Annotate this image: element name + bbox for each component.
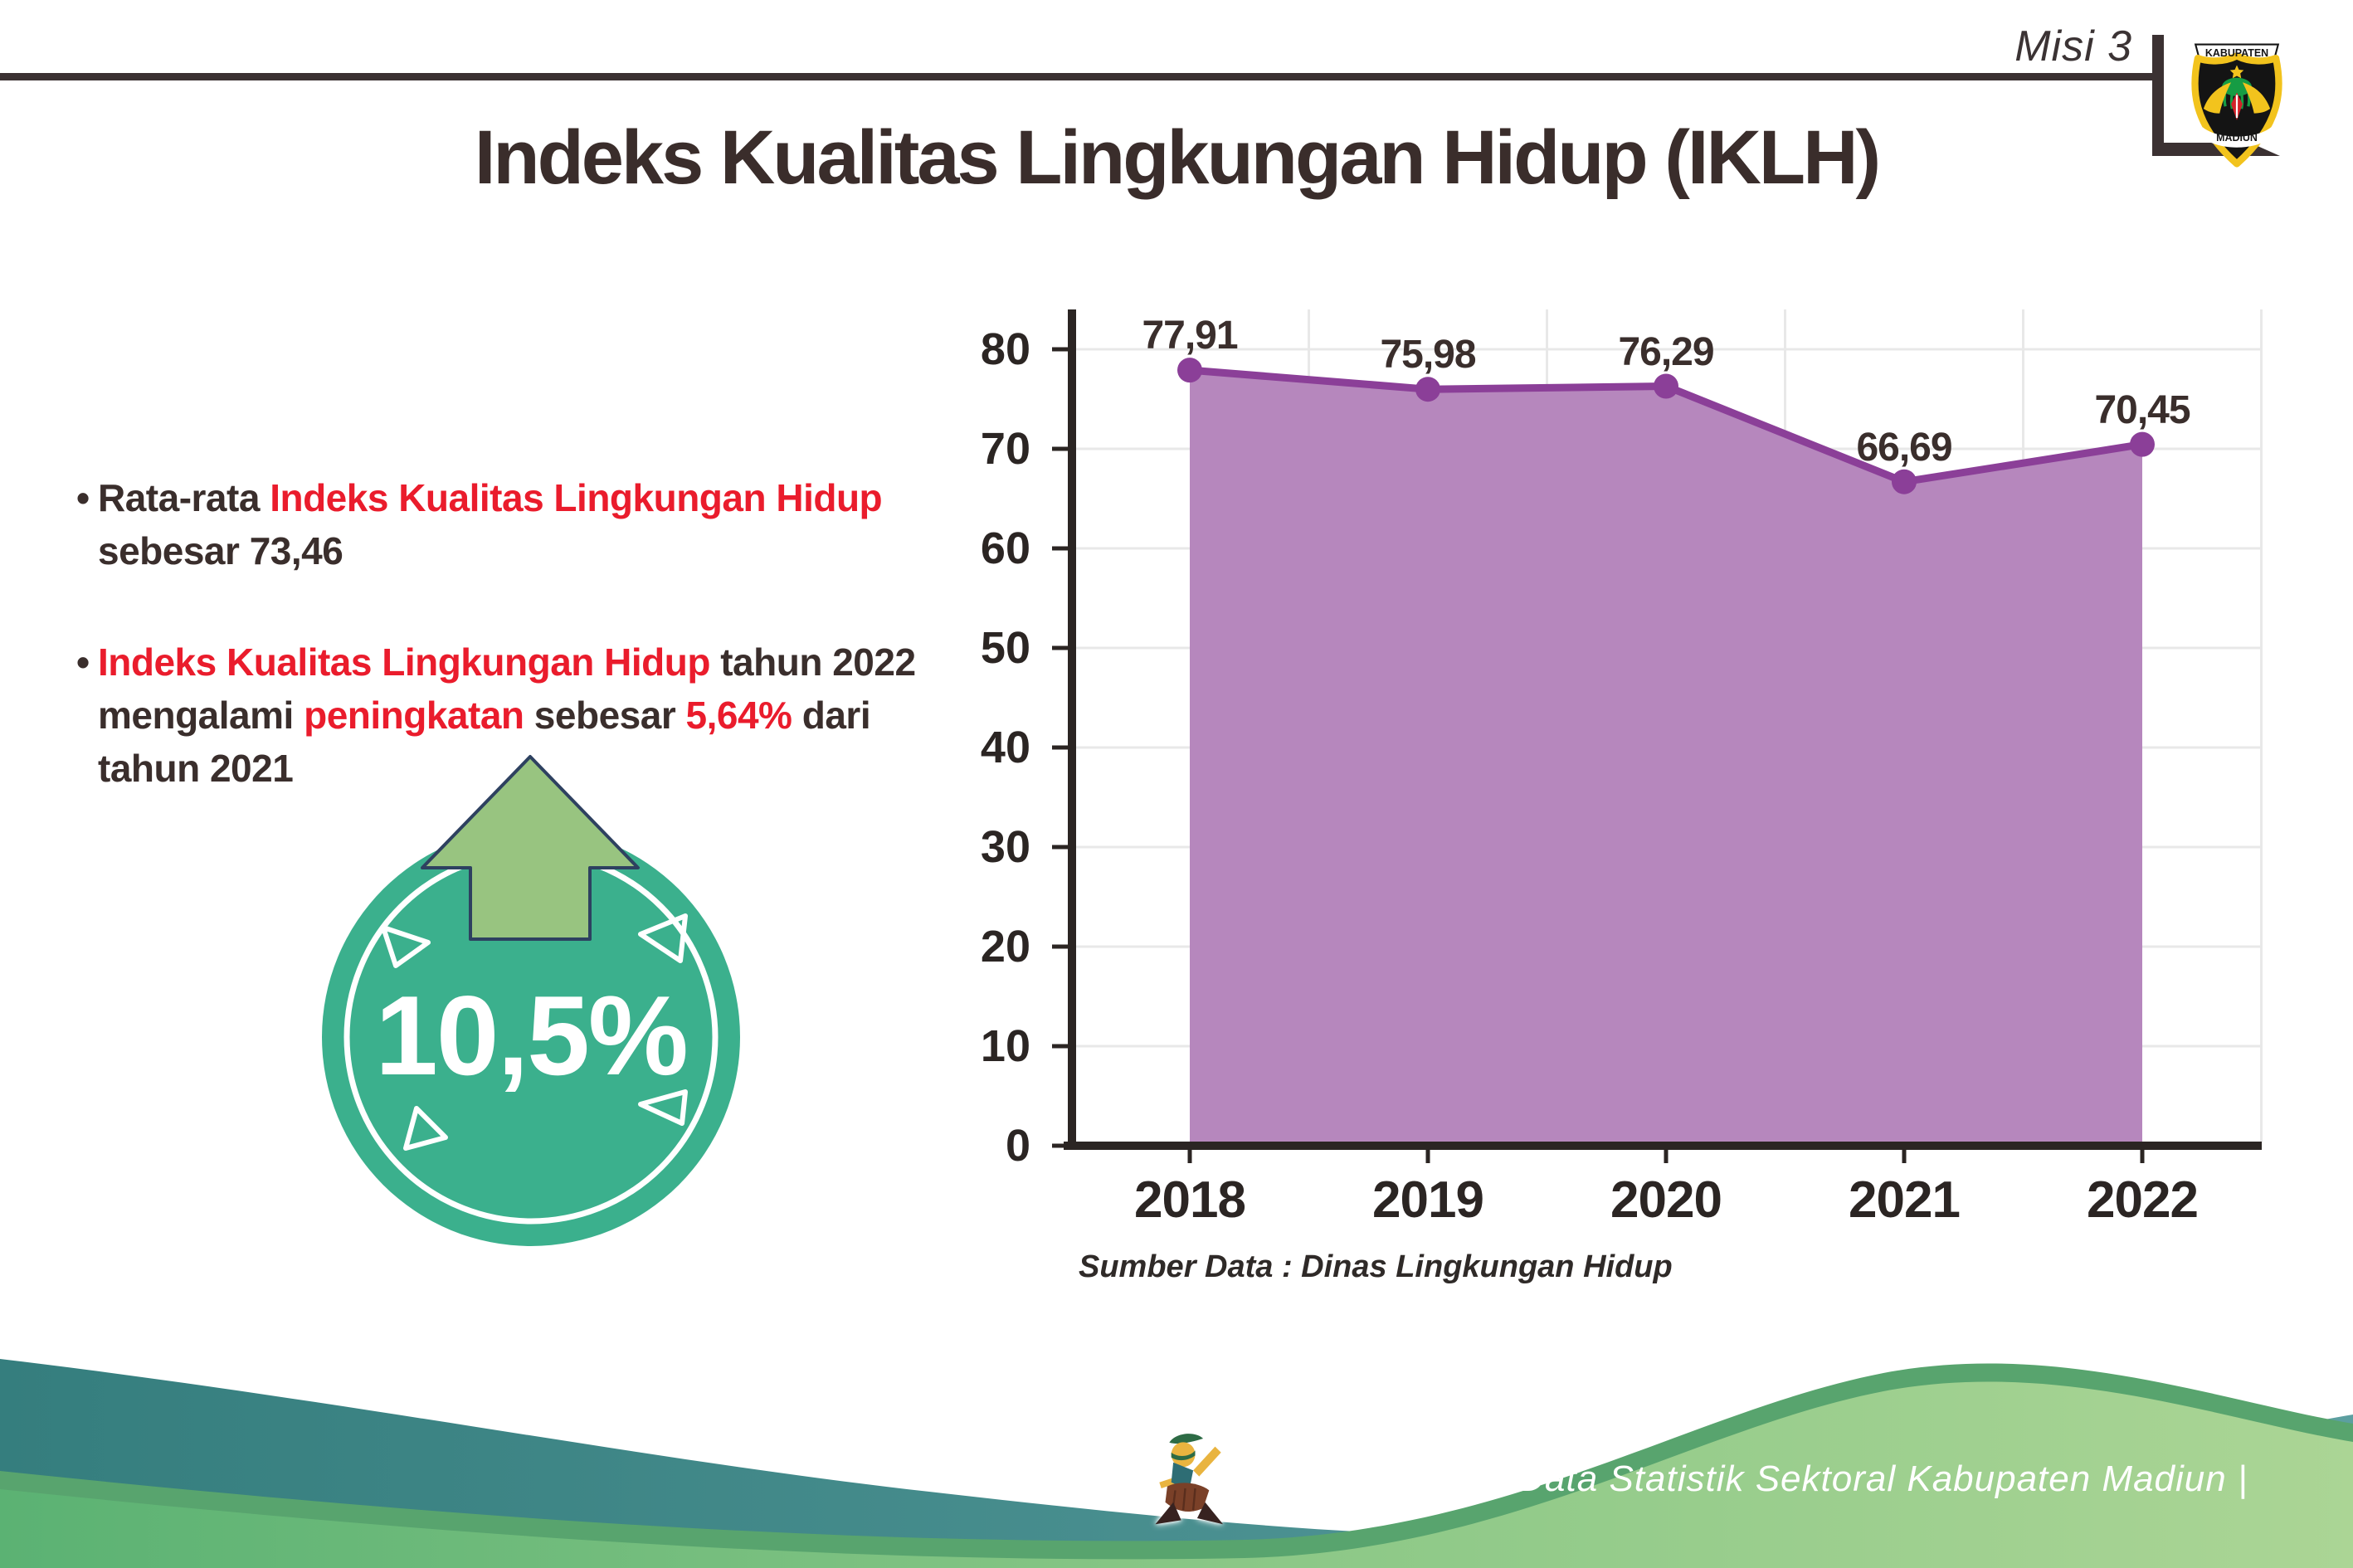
badge-value: 10,5% xyxy=(375,972,687,1098)
text-segment: mengalami xyxy=(98,694,304,737)
chart-x-tick xyxy=(2140,1150,2145,1163)
bullet-increase-2022: • Indeks Kualitas Lingkungan Hidup tahun… xyxy=(76,635,956,795)
chart-y-tick-label: 70 xyxy=(981,424,1030,474)
chart-y-tick-label: 50 xyxy=(981,623,1030,673)
chart-y-tick xyxy=(1052,845,1068,850)
logo-wing-left xyxy=(2203,82,2232,114)
footer-waves xyxy=(0,1359,2353,1568)
chart-y-tick-label: 10 xyxy=(981,1021,1030,1071)
increase-badge: 10,5% xyxy=(322,755,740,1246)
text-segment: tahun 2022 xyxy=(709,640,916,684)
text-segment-highlight: peningkatan xyxy=(304,694,524,737)
chart-y-tick xyxy=(1052,1044,1068,1049)
chart-x-tick xyxy=(1664,1150,1669,1163)
text-segment: dari xyxy=(792,694,871,737)
logo-star-icon xyxy=(2229,65,2244,79)
badge-spark-se xyxy=(638,1089,688,1126)
badge-spark-ne xyxy=(638,913,688,963)
text-segment: sebesar xyxy=(524,694,686,737)
mascot-leg-right xyxy=(1196,1502,1224,1525)
logo-corner-bracket xyxy=(2152,35,2280,156)
bracket-shape xyxy=(2152,35,2280,156)
header-rule xyxy=(0,73,2156,80)
chart-y-tick xyxy=(1052,1143,1068,1148)
logo-bottom-band xyxy=(2202,127,2272,148)
text-segment-highlight: Indeks Kualitas Lingkungan Hidup xyxy=(98,640,710,684)
bullet-marker: • xyxy=(76,640,90,684)
chart-y-tick-label: 60 xyxy=(981,523,1030,573)
bullet-line: Rata-rata Indeks Kualitas Lingkungan Hid… xyxy=(98,471,956,524)
text-segment-highlight: Indeks Kualitas Lingkungan Hidup xyxy=(270,476,883,519)
chart-value-label: 75,98 xyxy=(1380,333,1475,377)
bullet-line: tahun 2021 xyxy=(98,747,294,790)
bullet-marker: • xyxy=(76,476,90,519)
text-segment-highlight: 5,64% xyxy=(685,694,792,737)
chart-year-label: 2022 xyxy=(2087,1171,2198,1229)
chart-value-label: 76,29 xyxy=(1618,330,1713,374)
kabupaten-madiun-logo-icon: KABUPATEN MADIUN xyxy=(2191,43,2282,168)
footer-teal-wave xyxy=(0,1359,2353,1568)
chart-point xyxy=(1415,377,1440,402)
chart-value-label: 70,45 xyxy=(2094,388,2190,432)
badge-spark-nw xyxy=(381,925,431,968)
chart-point xyxy=(1654,373,1678,399)
source-note: Sumber Data : Dinas Lingkungan Hidup xyxy=(1079,1249,1673,1284)
mascot-arm-right xyxy=(1193,1446,1221,1477)
chart-area xyxy=(1190,370,2142,1145)
chart-x-tick xyxy=(1425,1150,1430,1163)
logo-wing-right xyxy=(2242,82,2271,114)
chart-year-label: 2018 xyxy=(1134,1171,1245,1229)
mascot-head xyxy=(1171,1442,1196,1468)
chart-y-tick xyxy=(1052,446,1068,451)
chart-y-tick-label: 0 xyxy=(1006,1121,1030,1171)
chart-point xyxy=(2130,431,2155,457)
text-segment: Rata-rata xyxy=(98,476,270,519)
logo-top-text: KABUPATEN xyxy=(2205,47,2268,59)
chart-y-tick xyxy=(1052,546,1068,551)
chart-y-tick xyxy=(1052,745,1068,750)
bullet-average-iklh: • Rata-rata Indeks Kualitas Lingkungan H… xyxy=(76,471,956,577)
summary-bullets: • Rata-rata Indeks Kualitas Lingkungan H… xyxy=(76,471,956,795)
logo-bottom-text: MADIUN xyxy=(2216,132,2258,144)
iklh-area-chart: 77,91 75,98 76,29 66,69 70,45 0 10 20 30 40 50 60 70… xyxy=(981,309,2263,1229)
chart-point xyxy=(1892,469,1917,494)
chart-y-tick-label: 80 xyxy=(981,324,1030,374)
footer-caption: Media Infografis Data Statistik Sektoral… xyxy=(1234,1458,2248,1499)
bullet-line: mengalami peningkatan sebesar 5,64% dari xyxy=(98,689,956,742)
chart-year-label: 2021 xyxy=(1849,1171,1960,1229)
up-arrow-icon xyxy=(421,755,640,941)
chart-point xyxy=(1177,358,1202,383)
chart-y-axis xyxy=(1068,309,1076,1150)
mascot-headband xyxy=(1171,1450,1196,1461)
badge-spark-sw xyxy=(403,1106,448,1151)
chart-y-tick-label: 20 xyxy=(981,922,1030,971)
chart-year-label: 2020 xyxy=(1610,1171,1722,1229)
misi-label: Misi 3 xyxy=(2014,22,2132,71)
footer-green-wave xyxy=(0,1381,2353,1568)
bullet-line: Indeks Kualitas Lingkungan Hidup tahun 2… xyxy=(98,635,956,689)
logo-tree-icon xyxy=(2222,77,2252,96)
mascot-sarong xyxy=(1165,1483,1210,1512)
page-title: Indeks Kualitas Lingkungan Hidup (IKLH) xyxy=(474,115,1881,200)
logo-tree-strands xyxy=(2223,90,2251,110)
chart-value-label: 66,69 xyxy=(1856,426,1951,470)
chart-y-tick xyxy=(1052,347,1068,352)
chart-y-tick xyxy=(1052,645,1068,650)
chart-x-tick xyxy=(1902,1150,1907,1163)
mascot-cap xyxy=(1169,1434,1204,1444)
chart-value-label: 77,91 xyxy=(1142,314,1237,358)
bullet-line: sebesar 73,46 xyxy=(98,529,343,572)
chart-x-tick xyxy=(1187,1150,1192,1163)
chart-y-tick xyxy=(1052,944,1068,949)
mascot-icon xyxy=(1155,1434,1224,1525)
chart-x-axis xyxy=(1064,1142,2262,1150)
chart-y-tick-label: 40 xyxy=(981,723,1030,772)
chart-y-tick-label: 30 xyxy=(981,822,1030,872)
mascot-leg-left xyxy=(1155,1502,1181,1525)
chart-year-label: 2019 xyxy=(1372,1171,1483,1229)
